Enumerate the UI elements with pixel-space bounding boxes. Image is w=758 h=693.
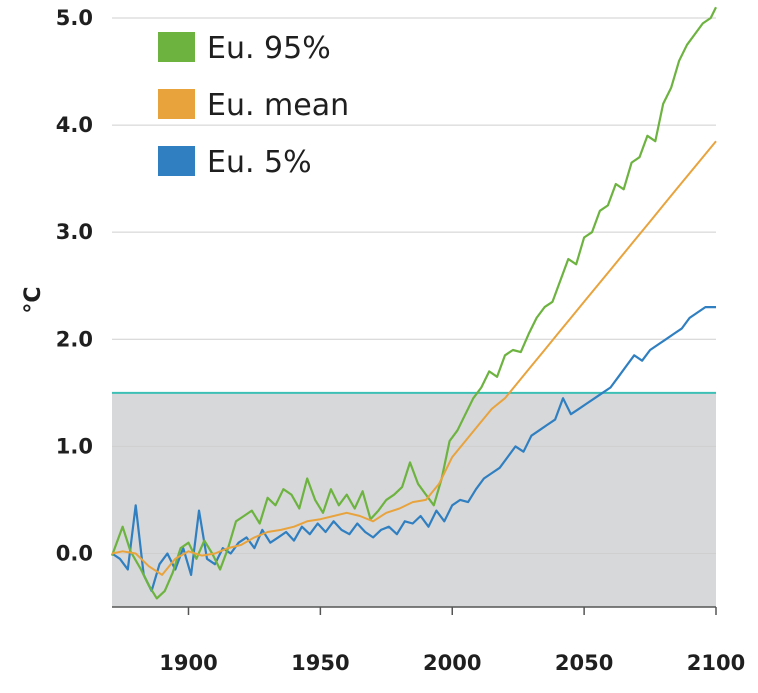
legend-label: Eu. mean	[207, 88, 349, 123]
y-axis: 0.0 1.0 2.0 3.0 4.0 5.0	[56, 6, 93, 565]
y-tick-label: 3.0	[56, 220, 93, 244]
legend-swatch	[158, 89, 195, 119]
y-tick-label: 4.0	[56, 113, 93, 137]
x-axis: 1900 1950 2000 2050 2100	[112, 606, 745, 675]
threshold-shade	[112, 392, 716, 607]
x-tick-label: 1950	[291, 651, 349, 675]
y-tick-label: 5.0	[56, 6, 93, 30]
legend-label: Eu. 5%	[207, 145, 312, 180]
x-tick-label: 2000	[423, 651, 481, 675]
x-tick-label: 2100	[687, 651, 745, 675]
legend-swatch	[158, 32, 195, 62]
legend-swatch	[158, 146, 195, 176]
series-line-eu-95-	[110, 6, 717, 600]
y-tick-label: 0.0	[56, 541, 93, 565]
y-tick-label: 1.0	[56, 434, 93, 458]
series-layer	[110, 6, 717, 600]
legend-label: Eu. 95%	[207, 31, 331, 66]
series-line-eu-mean	[111, 140, 717, 576]
series-line-eu-5-	[111, 306, 716, 593]
grid	[112, 17, 716, 554]
y-tick-label: 2.0	[56, 327, 93, 351]
legend: Eu. 95% Eu. mean Eu. 5%	[158, 31, 349, 180]
x-tick-label: 2050	[555, 651, 613, 675]
y-axis-title: °C	[21, 286, 46, 313]
x-tick-label: 1900	[159, 651, 217, 675]
